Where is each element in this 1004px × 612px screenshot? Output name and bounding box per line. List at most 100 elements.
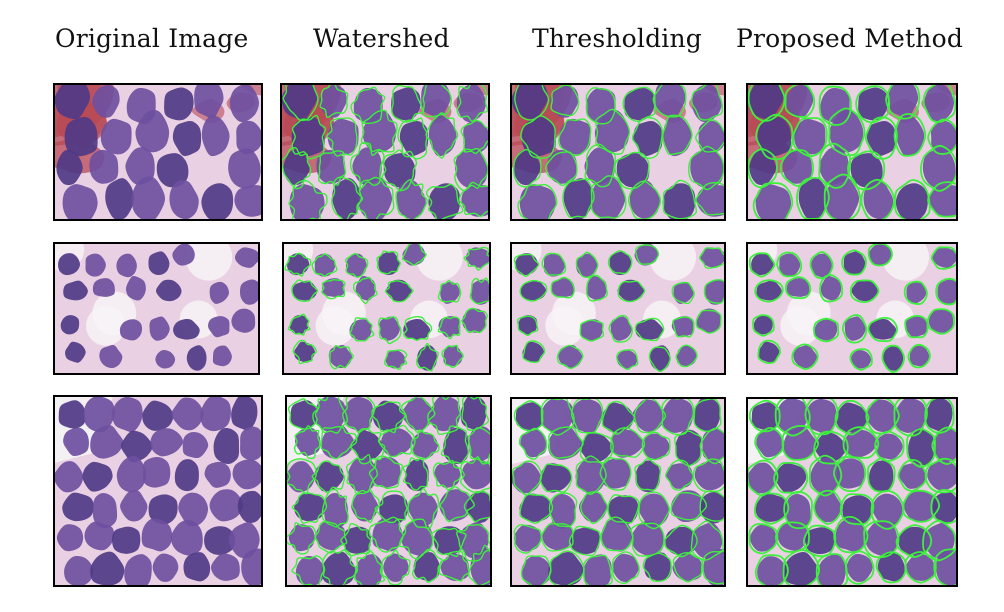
nucleus-shape: [883, 345, 904, 371]
nucleus-shape: [287, 253, 310, 276]
nucleus-shape: [638, 493, 670, 527]
segmentation-contour: [648, 346, 671, 373]
nucleus-shape: [200, 397, 231, 432]
segmentation-contour: [548, 426, 584, 459]
segmentation-contour: [881, 344, 906, 373]
segmentation-contour: [702, 550, 724, 585]
nucleus-shape: [105, 178, 135, 219]
segmentation-contour: [352, 276, 378, 304]
segmentation-contour: [748, 523, 779, 555]
nucleus-shape: [417, 345, 438, 371]
nucleus-shape: [172, 244, 195, 266]
nucleus-shape: [610, 316, 632, 341]
segmentation-contour: [291, 555, 325, 585]
nucleus-shape: [894, 399, 926, 433]
nucleus-shape: [757, 116, 792, 157]
segmentation-contour: [662, 179, 698, 219]
nucleus-shape: [169, 180, 199, 219]
micrograph-render: [55, 397, 261, 585]
segmentation-contour: [634, 458, 662, 491]
nucleus-shape: [470, 279, 489, 305]
segmentation-contour: [784, 85, 816, 118]
nucleus-shape: [520, 280, 547, 301]
segmentation-contour: [540, 399, 575, 436]
nucleus-shape: [237, 490, 261, 523]
nucleus-shape: [540, 463, 572, 493]
nucleus-shape: [99, 344, 123, 368]
segmentation-contour: [287, 458, 317, 495]
segmentation-contour: [748, 85, 786, 122]
nucleus-shape: [56, 149, 83, 186]
nucleus-shape: [558, 344, 583, 368]
segmentation-contour: [692, 458, 724, 493]
nucleus-shape: [583, 554, 612, 585]
segmentation-contour: [468, 544, 490, 585]
segmentation-contour: [378, 316, 402, 345]
nucleus-shape: [143, 457, 171, 488]
nucleus-shape: [383, 553, 409, 582]
nucleus-shape: [579, 432, 613, 464]
nucleus-shape: [932, 491, 956, 524]
nucleus-shape: [558, 118, 591, 155]
nucleus-shape: [876, 433, 903, 460]
segmentation-contour: [672, 316, 695, 338]
segmentation-contour: [607, 494, 640, 524]
nucleus-shape: [178, 492, 209, 527]
nucleus-shape: [152, 553, 179, 582]
nucleus-shape: [655, 85, 686, 119]
nucleus-shape: [927, 460, 956, 491]
segmentation-contour: [919, 144, 956, 192]
segmentation-contour: [748, 252, 776, 278]
segmentation-contour: [371, 401, 406, 434]
nucleus-shape: [403, 318, 431, 340]
nucleus-shape: [82, 461, 113, 492]
nucleus-shape: [935, 548, 956, 585]
segmentation-contour: [360, 109, 398, 156]
segmentation-contour: [390, 85, 424, 123]
nucleus-shape: [434, 461, 461, 488]
nucleus-shape: [570, 527, 600, 555]
segmentation-contour: [513, 524, 543, 554]
nucleus-shape: [315, 521, 346, 551]
nucleus-shape: [156, 279, 182, 302]
nucleus-shape: [141, 518, 173, 552]
nucleus-shape: [413, 552, 440, 582]
segmentation-contour: [828, 107, 866, 157]
segmentation-contour: [839, 493, 875, 526]
segmentation-contour: [695, 181, 724, 216]
nucleus-shape: [135, 110, 170, 153]
nucleus-shape: [210, 553, 240, 581]
nucleus-shape: [283, 149, 310, 186]
nucleus-shape: [469, 426, 490, 461]
segmentation-contour: [586, 274, 608, 302]
micrograph-render: [282, 85, 488, 219]
segmentation-contour: [841, 249, 867, 276]
segmentation-contour: [867, 244, 893, 267]
nucleus-shape: [633, 120, 663, 157]
nucleus-shape: [844, 429, 878, 458]
segmentation-contour: [690, 520, 724, 561]
nucleus-shape: [594, 110, 630, 153]
nucleus-shape: [421, 85, 451, 119]
segmentation-contour: [633, 399, 667, 434]
nucleus-shape: [521, 116, 556, 157]
nucleus-shape: [805, 527, 835, 555]
micrograph-render: [512, 399, 724, 585]
nucleus-shape: [124, 554, 152, 585]
segmentation-contour: [460, 119, 488, 155]
segmentation-contour: [930, 246, 956, 270]
nucleus-shape: [835, 519, 867, 552]
segmentation-contour: [849, 348, 873, 371]
segmentation-contour: [599, 456, 632, 491]
nucleus-shape: [672, 553, 703, 581]
nucleus-shape: [777, 522, 808, 551]
nucleus-shape: [700, 491, 724, 524]
nucleus-shape: [373, 457, 401, 488]
nucleus-shape: [661, 399, 694, 433]
nucleus-shape: [292, 280, 318, 301]
segmentation-contour: [383, 349, 408, 370]
segmentation-contour: [558, 118, 592, 157]
nucleus-shape: [810, 253, 832, 278]
nucleus-shape: [209, 489, 244, 522]
segmentation-contour: [748, 459, 779, 497]
